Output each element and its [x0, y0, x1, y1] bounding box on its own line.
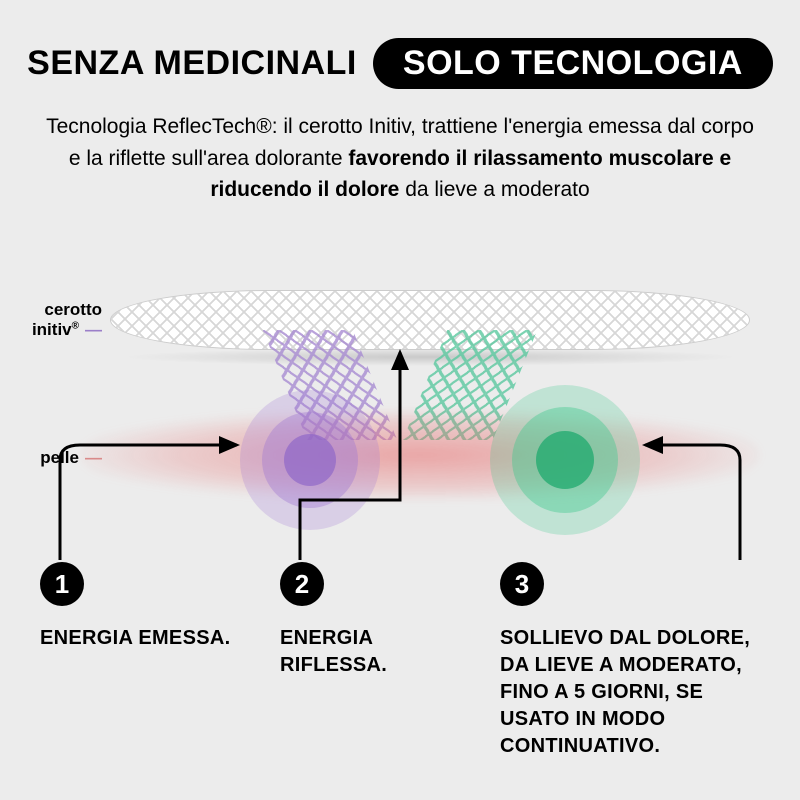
- title-plain: SENZA MEDICINALI: [27, 44, 357, 83]
- badge-1-num: 1: [55, 569, 69, 600]
- badge-3-num: 3: [515, 569, 529, 600]
- step-3-text: SOLLIEVO DAL DOLORE, DA LIEVE A MODERATO…: [500, 625, 760, 760]
- badge-2: 2: [280, 562, 324, 606]
- header: SENZA MEDICINALI SOLO TECNOLOGIA Tecnolo…: [0, 0, 800, 206]
- description: Tecnologia ReflecTech®: il cerotto Initi…: [40, 111, 760, 206]
- arrows-overlay: [0, 270, 800, 560]
- description-post: da lieve a moderato: [399, 178, 589, 201]
- title-line: SENZA MEDICINALI SOLO TECNOLOGIA: [27, 38, 773, 89]
- steps-row: ENERGIA EMESSA. ENERGIA RIFLESSA. SOLLIE…: [40, 625, 760, 760]
- badge-2-num: 2: [295, 569, 309, 600]
- step-2-text: ENERGIA RIFLESSA.: [280, 625, 460, 760]
- diagram: cerotto initiv®— pelle—: [0, 270, 800, 560]
- title-pill: SOLO TECNOLOGIA: [373, 38, 773, 89]
- badge-3: 3: [500, 562, 544, 606]
- step-1-text: ENERGIA EMESSA.: [40, 625, 240, 760]
- badge-1: 1: [40, 562, 84, 606]
